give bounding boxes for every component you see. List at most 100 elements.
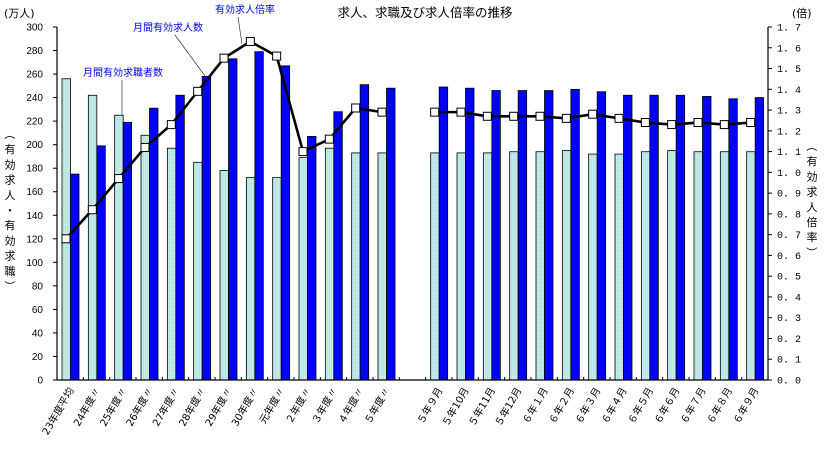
leader-line bbox=[237, 16, 243, 45]
annotation-job-seekers: 月間有効求職者数 bbox=[83, 66, 163, 79]
ratio-marker bbox=[324, 134, 334, 144]
category-label: 元年度〃 bbox=[256, 385, 287, 426]
axes: 0 20 40 60 80 100 120 140 160 180 200 220 240 260 280 3… bbox=[26, 23, 801, 388]
left-tick-label: 0 bbox=[37, 376, 43, 387]
annotation-job-openings: 月間有効求人数 bbox=[133, 21, 203, 34]
right-tick-label: 1. 4 bbox=[777, 86, 801, 97]
axis-label-char: （ bbox=[3, 129, 16, 140]
category-label: ６年５月 bbox=[625, 385, 656, 426]
bar-job-openings bbox=[570, 88, 580, 381]
bar-job-seekers bbox=[482, 152, 493, 381]
left-tick-label: 100 bbox=[26, 258, 43, 269]
right-tick-label: 1. 7 bbox=[777, 24, 801, 35]
axis-label-char: 有 bbox=[5, 142, 16, 156]
category-label: ５年度〃 bbox=[362, 385, 393, 426]
ratio-marker bbox=[166, 120, 176, 130]
annotation-ratio: 有効求人倍率 bbox=[215, 3, 275, 16]
bar-job-openings bbox=[333, 111, 343, 381]
bar-job-openings bbox=[70, 173, 80, 381]
bar-job-openings bbox=[491, 90, 501, 381]
left-tick-label: 220 bbox=[26, 117, 43, 128]
bar-job-openings bbox=[702, 96, 712, 381]
ratio-marker bbox=[61, 234, 71, 244]
ratio-marker bbox=[377, 107, 387, 117]
bar-job-openings bbox=[754, 97, 765, 381]
right-tick-label: 0. 9 bbox=[777, 190, 801, 201]
right-tick-label: 1. 6 bbox=[777, 44, 801, 55]
axis-label-char: 倍 bbox=[807, 215, 818, 229]
ratio-marker bbox=[614, 113, 624, 123]
ratio-marker bbox=[114, 174, 124, 184]
bar-job-openings bbox=[149, 107, 159, 381]
bar-job-openings bbox=[544, 90, 554, 381]
bar-job-openings bbox=[386, 87, 396, 381]
left-tick-label: 140 bbox=[26, 211, 43, 222]
bar-job-openings bbox=[359, 84, 370, 381]
bar-job-openings bbox=[307, 136, 317, 381]
bar-job-openings bbox=[675, 94, 686, 381]
bar-job-seekers bbox=[351, 152, 361, 381]
right-axis-label: （ 有効求人倍率 ） bbox=[805, 141, 818, 258]
left-tick-label: 160 bbox=[26, 187, 43, 198]
axis-label-char: ） bbox=[805, 247, 818, 258]
left-tick-label: 260 bbox=[26, 70, 43, 81]
bar-job-seekers bbox=[245, 177, 256, 381]
left-tick-label: 280 bbox=[26, 46, 43, 57]
bar-job-seekers bbox=[614, 153, 624, 381]
axis-label-char: 効 bbox=[5, 157, 16, 171]
axis-label-char: 人 bbox=[807, 201, 818, 214]
right-axis-unit: (倍) bbox=[792, 6, 812, 20]
category-label: ５年９月 bbox=[414, 385, 445, 426]
right-tick-label: 0. 6 bbox=[777, 252, 801, 263]
bar-job-openings bbox=[96, 145, 106, 381]
category-label: ２年度〃 bbox=[283, 385, 314, 426]
bar-job-seekers bbox=[61, 78, 71, 381]
bar-job-openings bbox=[228, 58, 238, 381]
category-label: ６年９月 bbox=[730, 385, 761, 426]
bar-job-seekers bbox=[87, 94, 98, 381]
ratio-marker bbox=[509, 111, 519, 121]
bar-job-seekers bbox=[535, 151, 545, 381]
right-tick-label: 1. 5 bbox=[777, 65, 801, 76]
category-label: ６年３月 bbox=[572, 385, 603, 426]
left-tick-label: 60 bbox=[32, 305, 44, 316]
bar-job-seekers bbox=[193, 161, 203, 381]
category-label: ３年度〃 bbox=[309, 385, 340, 426]
left-tick-label: 240 bbox=[26, 93, 43, 104]
axis-label-char: （ bbox=[805, 141, 818, 152]
bar-job-seekers bbox=[219, 170, 229, 381]
axis-label-char: 有 bbox=[5, 218, 16, 232]
right-tick-label: 1. 0 bbox=[777, 169, 801, 180]
ratio-marker bbox=[193, 86, 203, 96]
category-label: ６年６月 bbox=[651, 385, 682, 426]
right-tick-label: 0. 8 bbox=[777, 210, 801, 221]
bar-job-seekers bbox=[272, 177, 282, 381]
left-axis-unit: (万人) bbox=[4, 7, 35, 20]
right-tick-label: 1. 1 bbox=[777, 148, 801, 159]
category-label: ６年４月 bbox=[599, 385, 630, 426]
ratio-marker bbox=[456, 107, 466, 117]
ratio-marker bbox=[87, 205, 97, 215]
ratio-marker bbox=[140, 142, 150, 152]
ratio-marker bbox=[219, 53, 229, 63]
bar-series bbox=[61, 51, 765, 381]
left-tick-label: 200 bbox=[26, 140, 43, 151]
bar-job-openings bbox=[517, 90, 528, 381]
ratio-marker bbox=[430, 107, 440, 117]
bar-job-openings bbox=[201, 76, 212, 381]
right-tick-label: 0. 4 bbox=[777, 293, 801, 304]
axis-label-char: 求 bbox=[5, 250, 16, 263]
bar-job-seekers bbox=[324, 147, 335, 381]
axis-label-char: 有 bbox=[807, 154, 818, 168]
bar-job-seekers bbox=[140, 134, 150, 381]
right-tick-label: 0. 0 bbox=[777, 377, 801, 388]
bar-job-openings bbox=[728, 98, 738, 381]
left-tick-label: 180 bbox=[26, 164, 43, 175]
ratio-line-series bbox=[61, 37, 756, 244]
bar-job-openings bbox=[122, 121, 133, 381]
right-tick-label: 0. 5 bbox=[777, 273, 801, 284]
category-labels: 23年度平均24年度〃25年度〃26年度〃27年度〃28年度〃29年度〃30年度… bbox=[39, 385, 761, 437]
bar-job-seekers bbox=[377, 152, 387, 381]
left-tick-label: 20 bbox=[32, 352, 44, 363]
